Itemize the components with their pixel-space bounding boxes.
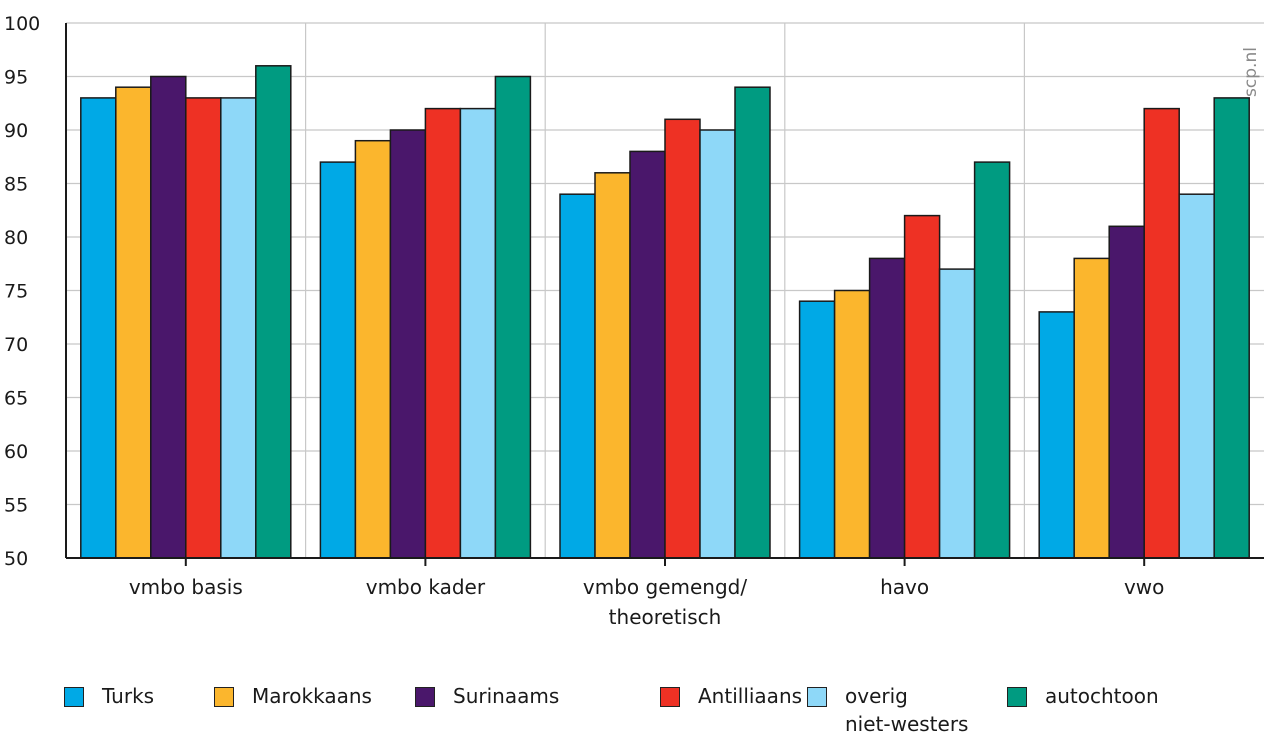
legend-item: overig niet-westers (807, 684, 968, 738)
y-tick-label: 85 (4, 174, 28, 196)
legend-item: Surinaams (415, 684, 559, 710)
bar (80, 97, 117, 559)
bar (594, 172, 631, 559)
bar (699, 129, 736, 559)
bar (354, 139, 392, 559)
source-credit: scp.nl (1241, 47, 1261, 97)
bar (973, 161, 1011, 559)
bar (734, 86, 771, 559)
bar (868, 257, 906, 559)
y-tick-label: 95 (4, 67, 28, 89)
legend-label: Antilliaans (698, 684, 803, 708)
bar (459, 107, 497, 559)
bar (494, 75, 532, 559)
y-tick-label: 80 (4, 227, 28, 249)
bar (664, 118, 701, 559)
bar (798, 300, 836, 559)
y-tick-label: 50 (4, 548, 28, 570)
legend-item: autochtoon (1007, 684, 1159, 710)
legend-swatch (1007, 687, 1027, 707)
y-tick-label: 70 (4, 334, 28, 356)
bar (1178, 193, 1215, 559)
y-tick-label: 60 (4, 441, 28, 463)
y-tick-label: 75 (4, 281, 28, 303)
bar (833, 289, 871, 559)
legend-item: Marokkaans (214, 684, 372, 710)
x-category-label: vwo (1124, 575, 1164, 599)
legend-swatch (64, 687, 84, 707)
x-category-label: vmbo gemengd/theoretisch (583, 575, 747, 629)
axes (65, 23, 1264, 566)
bar (1108, 225, 1145, 559)
bars (80, 65, 1250, 559)
legend-label: Marokkaans (252, 684, 372, 708)
legend-item: Turks (64, 684, 154, 710)
legend: Turks Marokkaans Surinaams Antilliaans overi… (64, 684, 1244, 750)
bar (1073, 257, 1110, 559)
bar (389, 129, 427, 559)
bar (903, 214, 941, 559)
bar (1038, 311, 1075, 559)
legend-label: overig niet-westers (845, 684, 969, 736)
x-category-label: havo (880, 575, 929, 599)
bar (938, 268, 976, 559)
legend-swatch (415, 687, 435, 707)
y-tick-label: 65 (4, 388, 28, 410)
legend-label: autochtoon (1045, 684, 1159, 708)
bar (185, 97, 222, 559)
bar (629, 150, 666, 559)
bar-chart: 50 55 60 65 70 75 80 85 90 95 100 vmbo basis vmbo k… (4, 13, 1264, 629)
y-tick-label: 55 (4, 495, 28, 517)
bar (255, 65, 292, 559)
bar (150, 75, 187, 559)
y-tick-label: 100 (4, 13, 40, 35)
x-category-labels: vmbo basis vmbo kader vmbo gemengd/theoret… (129, 575, 1165, 629)
bar (220, 97, 257, 559)
bar (559, 193, 596, 559)
legend-swatch (660, 687, 680, 707)
x-category-label: vmbo kader (366, 575, 486, 599)
legend-label: Turks (102, 684, 155, 708)
legend-item: Antilliaans (660, 684, 802, 710)
bar (424, 107, 462, 559)
y-tick-labels: 50 55 60 65 70 75 80 85 90 95 100 (4, 13, 40, 570)
y-tick-label: 90 (4, 120, 28, 142)
legend-swatch (807, 687, 827, 707)
bar (1213, 97, 1250, 559)
bar (1143, 107, 1180, 559)
legend-swatch (214, 687, 234, 707)
legend-label: Surinaams (453, 684, 560, 708)
bar (319, 161, 357, 559)
x-category-label: vmbo basis (129, 575, 243, 599)
bar (115, 86, 152, 559)
